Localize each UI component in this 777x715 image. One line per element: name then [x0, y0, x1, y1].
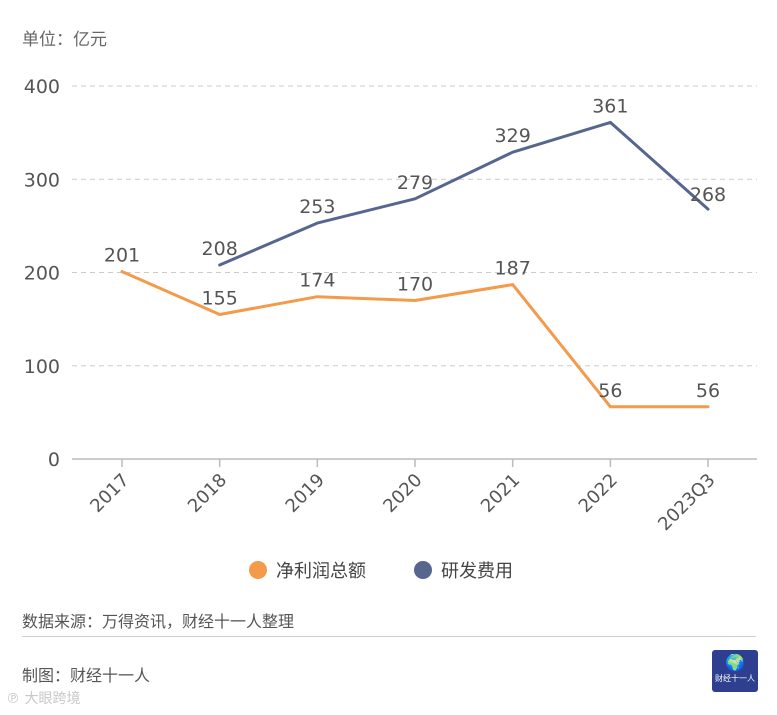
data-label: 201: [104, 245, 140, 267]
x-tick-label: 2021: [477, 470, 524, 517]
data-label: 174: [299, 270, 335, 292]
data-label: 253: [299, 196, 335, 218]
unit-label: 单位：亿元: [22, 30, 107, 50]
legend-label: 研发费用: [441, 561, 513, 582]
x-tick-label: 2018: [184, 470, 231, 517]
series-line-net-profit: [120, 270, 710, 409]
data-label: 170: [397, 273, 433, 295]
y-tick-label: 0: [48, 449, 60, 471]
legend-label: 净利润总额: [276, 561, 366, 582]
series-layer: [120, 120, 710, 409]
x-tick-label: 2020: [379, 470, 426, 517]
data-label: 329: [495, 125, 531, 147]
x-tick-label: 2022: [575, 470, 622, 517]
data-source-note: 数据来源：万得资讯，财经十一人整理: [22, 612, 295, 631]
data-label: 155: [202, 287, 238, 309]
data-label: 208: [202, 238, 238, 260]
data-label: 279: [397, 172, 433, 194]
brand-logo: 🌍 财经十一人: [712, 650, 758, 692]
axis-layer: 0 100 200 300 400 2017 2018 2019 2020 2021 2022 202…: [24, 76, 757, 535]
legend-marker: [414, 561, 432, 579]
line-chart: 0 100 200 300 400 2017 2018 2019 2020 2021 2022 202…: [24, 76, 757, 582]
x-tick-label: 2019: [282, 470, 329, 517]
legend-layer: 净利润总额 研发费用: [249, 561, 513, 582]
globe-runner-icon: 🌍: [725, 653, 745, 672]
data-label: 361: [592, 95, 628, 117]
data-label: 56: [598, 380, 622, 402]
series-line-rd-expense: [218, 120, 710, 267]
x-tick-label: 2017: [86, 470, 133, 517]
legend-marker: [249, 561, 267, 579]
logo-text: 财经十一人: [715, 674, 755, 683]
y-tick-label: 100: [24, 356, 60, 378]
y-tick-label: 300: [24, 169, 60, 191]
data-label: 56: [696, 380, 720, 402]
y-tick-label: 200: [24, 263, 60, 285]
grid-layer: [72, 85, 757, 367]
data-label: 268: [690, 184, 726, 206]
label-layer: 201 155 174 170 187 56 56 208 253 279 329 361 268: [104, 95, 726, 401]
y-tick-label: 400: [24, 76, 60, 98]
footer-divider: [22, 636, 756, 637]
x-tick-label: 2023Q3: [654, 470, 719, 535]
data-label: 187: [495, 258, 531, 280]
chart-maker-note: 制图：财经十一人: [22, 666, 151, 685]
watermark: ℗ 大眼跨境: [6, 691, 81, 707]
